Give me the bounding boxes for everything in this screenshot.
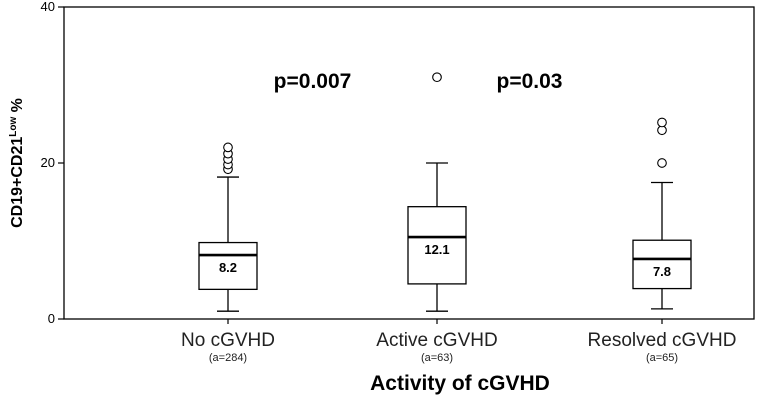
box-iqr — [407, 206, 467, 285]
outlier-point — [657, 117, 667, 128]
box-series: 8.2 12.1 7.8 — [198, 72, 692, 312]
box-iqr — [198, 241, 258, 291]
median-value-label: 8.2 — [219, 260, 237, 275]
box-group: 7.8 — [632, 117, 692, 310]
box-group: 8.2 — [198, 142, 258, 312]
median-value-label: 12.1 — [424, 242, 449, 257]
x-category-label: Resolved cGVHD — [588, 330, 737, 351]
box-group: 12.1 — [407, 72, 467, 312]
outlier-point — [657, 158, 667, 168]
outlier-point — [432, 72, 442, 83]
outlier-point — [223, 142, 233, 153]
x-category-count: (a=284) — [209, 352, 247, 364]
y-tick-label: 20 — [41, 155, 55, 170]
median-value-label: 7.8 — [653, 264, 671, 279]
x-axis-title: Activity of cGVHD — [370, 372, 550, 395]
p-value-label: p=0.03 — [497, 70, 563, 93]
x-category-count: (a=65) — [646, 352, 678, 364]
p-value-annotations: p=0.007 p=0.03 — [274, 70, 563, 93]
box-iqr — [632, 239, 692, 290]
y-axis: 0 20 40 — [41, 0, 64, 326]
x-category-label: No cGVHD — [181, 330, 275, 351]
x-category-label: Active cGVHD — [376, 330, 497, 351]
y-axis-title-sup: Low — [8, 117, 19, 137]
y-axis-title: CD19+CD21Low % — [8, 98, 26, 228]
x-category-count: (a=63) — [421, 352, 453, 364]
p-value-label: p=0.007 — [274, 70, 352, 93]
y-axis-title-suffix: % — [9, 98, 26, 117]
y-tick-label: 40 — [41, 0, 55, 14]
y-axis-title-main: CD19+CD21 — [9, 137, 26, 228]
category-labels: No cGVHD(a=284) Active cGVHD(a=63) Resolve… — [181, 319, 736, 364]
y-tick-label: 0 — [48, 311, 55, 326]
